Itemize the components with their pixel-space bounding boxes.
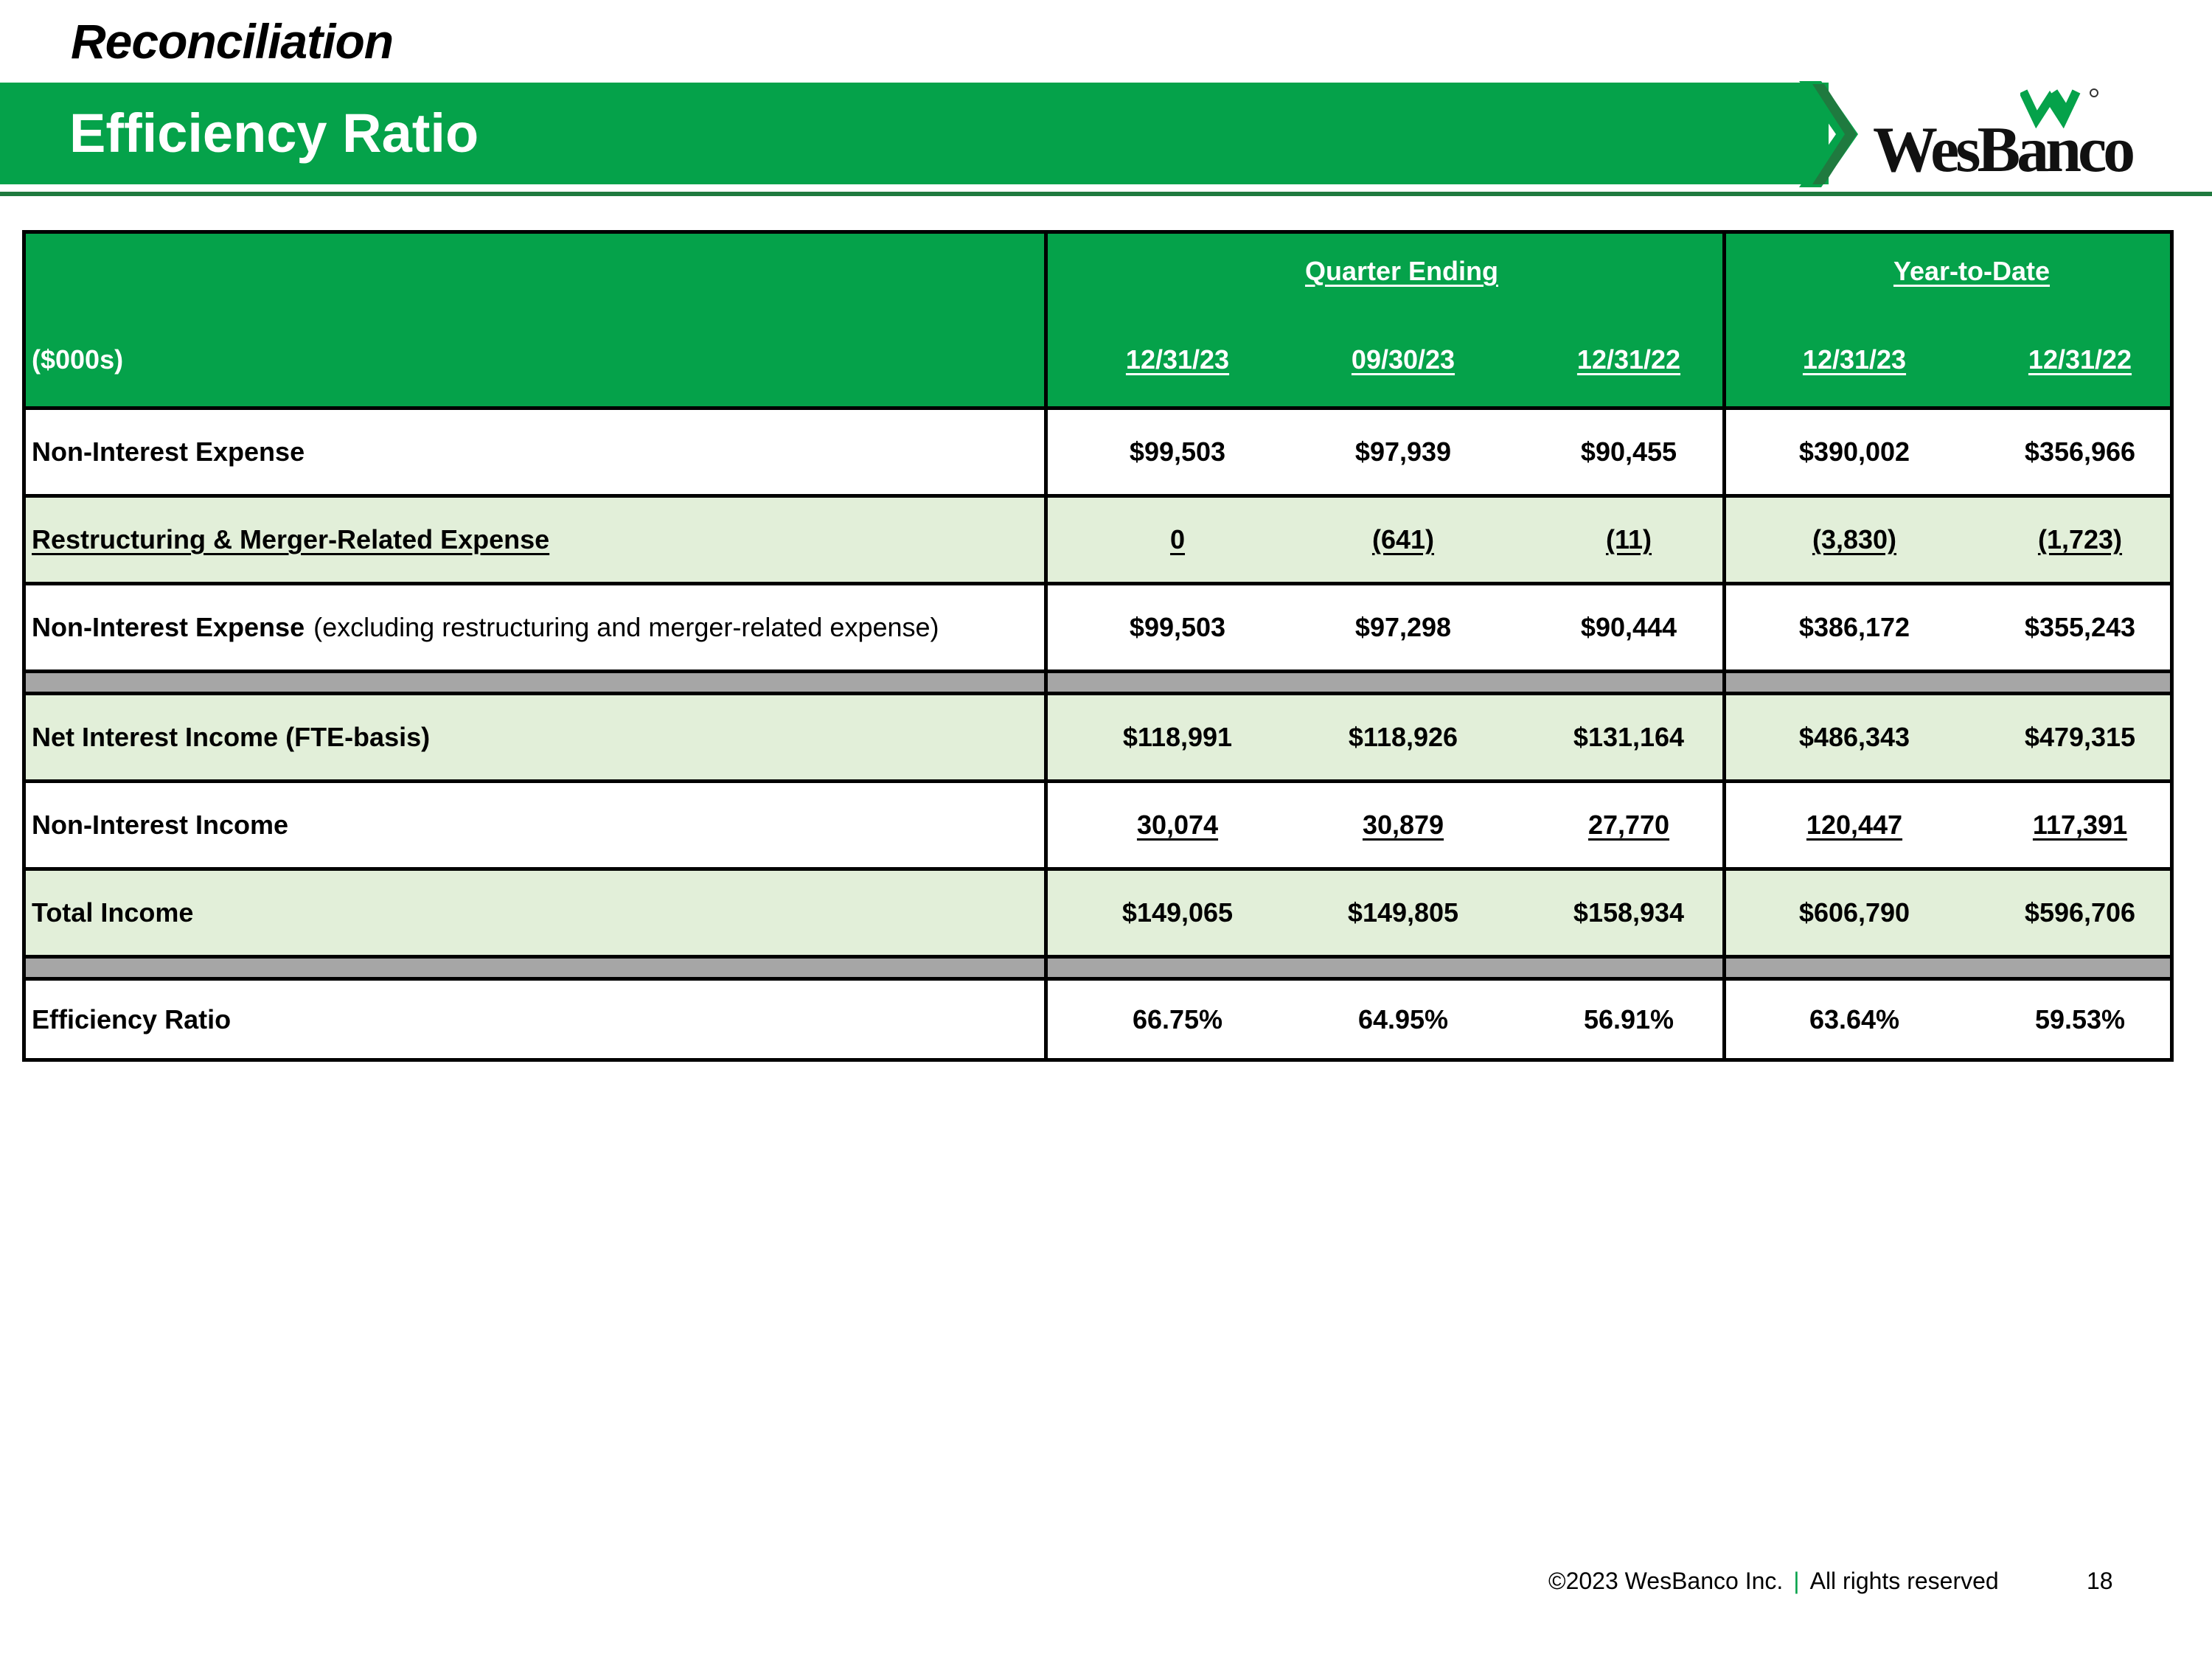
row-label: Efficiency Ratio	[32, 1004, 232, 1034]
table-cell: 66.75%	[1132, 1004, 1223, 1034]
table-cell: (1,723)	[2037, 524, 2123, 554]
column-header: 09/30/23	[1351, 344, 1455, 375]
table-cell: $97,298	[1354, 612, 1452, 642]
table-cell: (11)	[1605, 524, 1652, 554]
table-row: Total Income $149,065 $149,805 $158,934 …	[26, 867, 2170, 955]
table-cell: $118,926	[1348, 722, 1458, 752]
group-header-year-to-date: Year-to-Date	[1893, 256, 2051, 286]
group-header-quarter-ending: Quarter Ending	[1304, 256, 1499, 286]
table-cell: $118,991	[1122, 722, 1233, 752]
column-divider	[1044, 234, 1048, 1058]
units-label: ($000s)	[32, 344, 124, 375]
logo-mark-icon	[2020, 88, 2098, 128]
row-separator	[26, 955, 2170, 977]
footer-separator: |	[1793, 1568, 1800, 1594]
table-cell: 117,391	[2032, 810, 2128, 840]
table-cell: $355,243	[2024, 612, 2136, 642]
table-row: Net Interest Income (FTE-basis) $118,991…	[26, 692, 2170, 779]
row-separator	[26, 669, 2170, 692]
efficiency-ratio-table: Quarter Ending Year-to-Date ($000s) 12/3…	[22, 230, 2174, 1062]
footer-rights: All rights reserved	[1809, 1568, 1999, 1594]
table-cell: 64.95%	[1357, 1004, 1449, 1034]
table-cell: $99,503	[1129, 612, 1226, 642]
table-cell: $386,172	[1798, 612, 1910, 642]
table-row: Non-Interest Expense $99,503 $97,939 $90…	[26, 406, 2170, 494]
table-cell: $356,966	[2024, 437, 2136, 467]
table-cell: $90,455	[1580, 437, 1677, 467]
row-label: Net Interest Income (FTE-basis)	[32, 722, 431, 752]
logo-wordmark: WesBanco	[1873, 114, 2135, 186]
banner-chevron-icon	[1799, 81, 1858, 187]
footer: ©2023 WesBanco Inc. | All rights reserved	[1548, 1568, 1999, 1595]
column-divider	[1722, 234, 1726, 1058]
column-header: 12/31/22	[1576, 344, 1681, 375]
table-cell: (641)	[1371, 524, 1435, 554]
row-label: Non-Interest Expense	[32, 612, 305, 642]
table-cell: 30,074	[1136, 810, 1219, 840]
column-header: 12/31/23	[1125, 344, 1230, 375]
page-number: 18	[2087, 1568, 2113, 1594]
table-cell: $390,002	[1798, 437, 1910, 467]
footer-copyright: ©2023 WesBanco Inc.	[1548, 1568, 1784, 1594]
table-cell: $131,164	[1573, 722, 1685, 752]
wesbanco-logo: WesBanco	[1873, 87, 2138, 183]
table-cell: $596,706	[2024, 897, 2136, 928]
table-row: Non-Interest Income 30,074 30,879 27,770…	[26, 779, 2170, 867]
row-label: Non-Interest Expense	[32, 437, 305, 467]
table-cell: 27,770	[1587, 810, 1670, 840]
table-cell: 30,879	[1362, 810, 1444, 840]
table-cell: 120,447	[1806, 810, 1903, 840]
section-title: Reconciliation	[71, 14, 394, 69]
column-header: 12/31/22	[2028, 344, 2132, 375]
table-cell: $99,503	[1129, 437, 1226, 467]
table-cell: 59.53%	[2034, 1004, 2126, 1034]
table-cell: 63.64%	[1809, 1004, 1900, 1034]
table-header	[26, 234, 2170, 406]
row-label: Restructuring & Merger-Related Expense	[32, 524, 550, 554]
table-cell: $606,790	[1798, 897, 1910, 928]
table-cell: 0	[1169, 524, 1186, 554]
table-cell: $149,065	[1121, 897, 1234, 928]
title-banner	[0, 83, 1829, 184]
row-note: (excluding restructuring and merger-rela…	[313, 612, 939, 642]
table-cell: $158,934	[1573, 897, 1685, 928]
table-row: Restructuring & Merger-Related Expense 0…	[26, 494, 2170, 582]
table-cell: $97,939	[1354, 437, 1452, 467]
banner-divider	[0, 192, 2212, 196]
row-label: Non-Interest Income	[32, 810, 289, 840]
table-cell: $479,315	[2024, 722, 2136, 752]
table-row: Non-Interest Expense (excluding restruct…	[26, 582, 2170, 669]
table-cell: (3,830)	[1812, 524, 1897, 554]
table-cell: $486,343	[1798, 722, 1910, 752]
page-title: Efficiency Ratio	[69, 102, 479, 164]
column-header: 12/31/23	[1802, 344, 1907, 375]
row-label: Total Income	[32, 897, 194, 928]
table-row: Efficiency Ratio 66.75% 64.95% 56.91% 63…	[26, 977, 2170, 1058]
table-cell: $149,805	[1347, 897, 1459, 928]
table-cell: $90,444	[1580, 612, 1677, 642]
table-cell: 56.91%	[1583, 1004, 1674, 1034]
